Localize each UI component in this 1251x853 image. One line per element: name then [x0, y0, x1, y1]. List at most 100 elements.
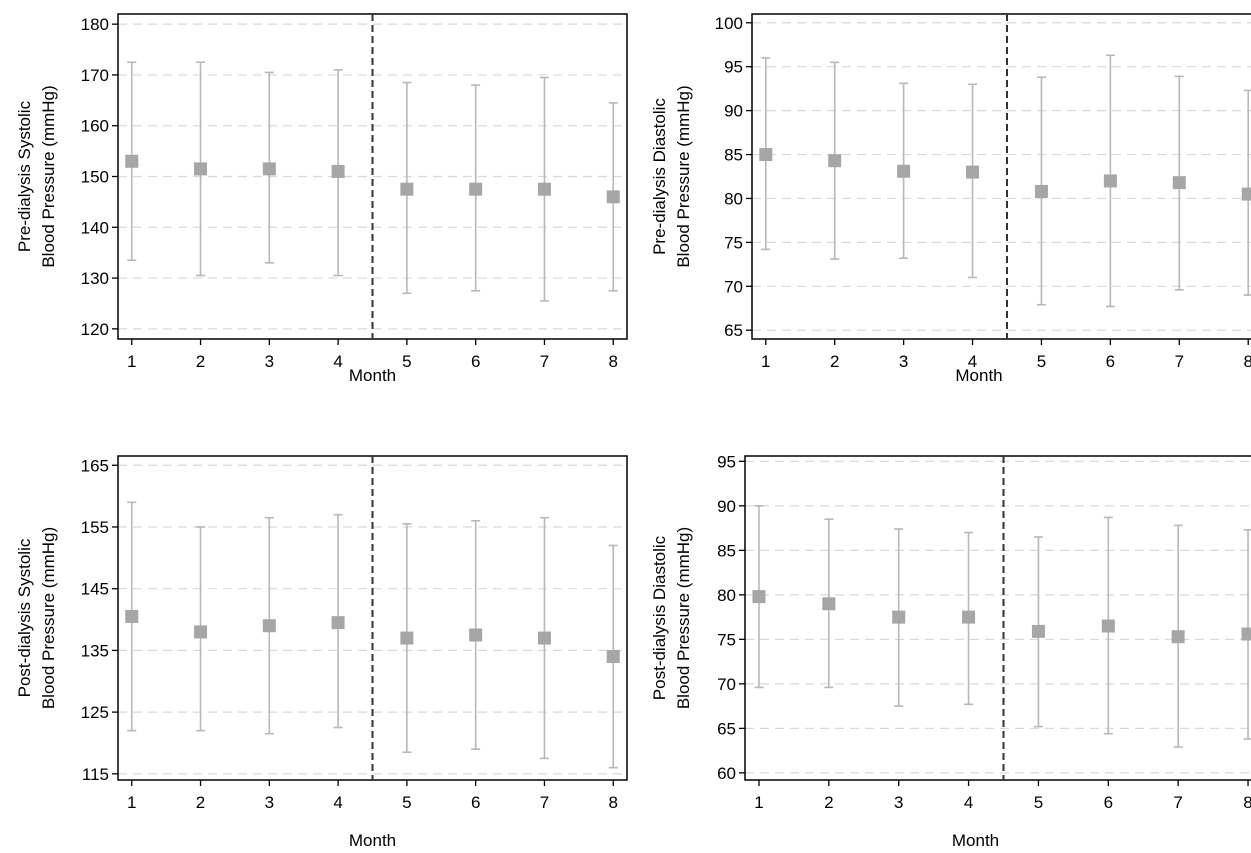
marker-month-8	[1241, 187, 1251, 201]
y-tick-label-155: 155	[81, 518, 109, 537]
y-axis-title-line-2: Blood Pressure (mmHg)	[674, 85, 693, 267]
y-tick-label-70: 70	[724, 277, 743, 296]
marker-month-7	[537, 631, 551, 645]
x-tick-label-8: 8	[1243, 352, 1251, 371]
chart-panel-top-right: 65 70 75 80 85 90 95 100 1 2 3 4 5 6 7 8 Month Pre-dialys…	[650, 13, 1251, 385]
marker-month-2	[194, 625, 208, 639]
y-tick-label-140: 140	[81, 218, 109, 237]
marker-month-2	[822, 597, 836, 611]
y-tick-label-145: 145	[81, 580, 109, 599]
gridlines	[118, 23, 627, 330]
marker-month-8	[606, 650, 620, 664]
y-tick-label-80: 80	[717, 586, 736, 605]
marker-month-5	[1034, 184, 1048, 198]
x-tick-label-4: 4	[333, 793, 342, 812]
x-axis-title: Month	[952, 831, 999, 850]
y-tick-label-90: 90	[724, 102, 743, 121]
y-tick-label-75: 75	[717, 630, 736, 649]
marker-month-3	[262, 619, 276, 633]
x-tick-label-6: 6	[1106, 352, 1115, 371]
x-tick-label-6: 6	[471, 352, 480, 371]
gridlines	[752, 22, 1251, 331]
marker-month-3	[897, 164, 911, 178]
x-tick-label-5: 5	[1034, 793, 1043, 812]
marker-month-6	[1103, 174, 1117, 188]
y-axis-title-line-2: Blood Pressure (mmHg)	[674, 527, 693, 709]
x-tick-label-2: 2	[830, 352, 839, 371]
data-points	[125, 61, 620, 302]
marker-month-4	[331, 164, 345, 178]
x-axis-title: Month	[349, 366, 396, 385]
plot-frame	[744, 455, 1251, 781]
x-tick-label-1: 1	[127, 793, 136, 812]
y-tick-label-95: 95	[724, 58, 743, 77]
y-tick-label-75: 75	[724, 233, 743, 252]
y-tick-label-100: 100	[715, 14, 743, 33]
x-tick-label-2: 2	[196, 793, 205, 812]
marker-month-6	[469, 182, 483, 196]
x-tick-label-7: 7	[1173, 793, 1182, 812]
marker-month-4	[966, 165, 980, 179]
marker-month-8	[1241, 627, 1251, 641]
x-axis-title: Month	[349, 831, 396, 850]
x-tick-label-7: 7	[540, 793, 549, 812]
x-tick-label-3: 3	[265, 793, 274, 812]
y-tick-label-115: 115	[82, 765, 109, 784]
marker-month-4	[331, 616, 345, 630]
marker-month-1	[759, 148, 773, 162]
x-tick-label-5: 5	[402, 352, 411, 371]
marker-month-8	[606, 190, 620, 204]
x-tick-label-4: 4	[964, 793, 973, 812]
x-tick-label-1: 1	[127, 352, 136, 371]
marker-month-6	[1101, 619, 1115, 633]
x-tick-label-2: 2	[824, 793, 833, 812]
x-tick-label-8: 8	[609, 793, 618, 812]
y-tick-label-65: 65	[724, 321, 743, 340]
data-points	[759, 54, 1251, 308]
y-tick-label-135: 135	[81, 641, 109, 660]
marker-month-3	[262, 162, 276, 176]
x-tick-label-1: 1	[754, 793, 763, 812]
y-tick-label-130: 130	[81, 269, 109, 288]
chart-panel-bottom-right: 60 65 70 75 80 85 90 95 1 2 3 4 5 6 7 8 Month Post-dialys…	[650, 452, 1251, 850]
x-tick-label-6: 6	[471, 793, 480, 812]
y-tick-label-85: 85	[724, 146, 743, 165]
marker-month-5	[1031, 624, 1045, 638]
y-tick-label-120: 120	[81, 320, 109, 339]
x-tick-label-3: 3	[265, 352, 274, 371]
marker-month-6	[469, 628, 483, 642]
y-tick-label-70: 70	[717, 675, 736, 694]
y-tick-label-95: 95	[717, 452, 736, 471]
x-tick-label-6: 6	[1104, 793, 1113, 812]
x-tick-label-8: 8	[1243, 793, 1251, 812]
y-tick-label-85: 85	[717, 541, 736, 560]
y-tick-label-160: 160	[81, 117, 109, 136]
gridlines	[745, 460, 1251, 774]
x-tick-label-3: 3	[894, 793, 903, 812]
y-tick-label-80: 80	[724, 189, 743, 208]
x-axis-title: Month	[955, 366, 1002, 385]
y-tick-label-60: 60	[717, 764, 736, 783]
x-tick-label-4: 4	[968, 352, 977, 371]
marker-month-7	[1172, 176, 1186, 190]
y-axis-title-line-1: Post-dialysis Diastolic	[650, 535, 669, 700]
marker-month-3	[892, 610, 906, 624]
x-tick-label-4: 4	[333, 352, 342, 371]
x-tick-label-7: 7	[1175, 352, 1184, 371]
x-tick-label-3: 3	[899, 352, 908, 371]
marker-month-7	[537, 182, 551, 196]
x-tick-label-5: 5	[402, 793, 411, 812]
y-axis-title-line-2: Blood Pressure (mmHg)	[39, 85, 58, 267]
y-tick-label-180: 180	[81, 15, 109, 34]
y-tick-label-165: 165	[81, 456, 109, 475]
data-points	[125, 501, 620, 769]
data-points	[752, 505, 1251, 748]
marker-month-4	[962, 610, 976, 624]
x-tick-label-8: 8	[609, 352, 618, 371]
marker-month-7	[1171, 630, 1185, 644]
x-tick-label-2: 2	[196, 352, 205, 371]
marker-month-1	[125, 154, 139, 168]
y-axis-title-line-2: Blood Pressure (mmHg)	[39, 527, 58, 709]
y-tick-label-150: 150	[81, 168, 109, 187]
